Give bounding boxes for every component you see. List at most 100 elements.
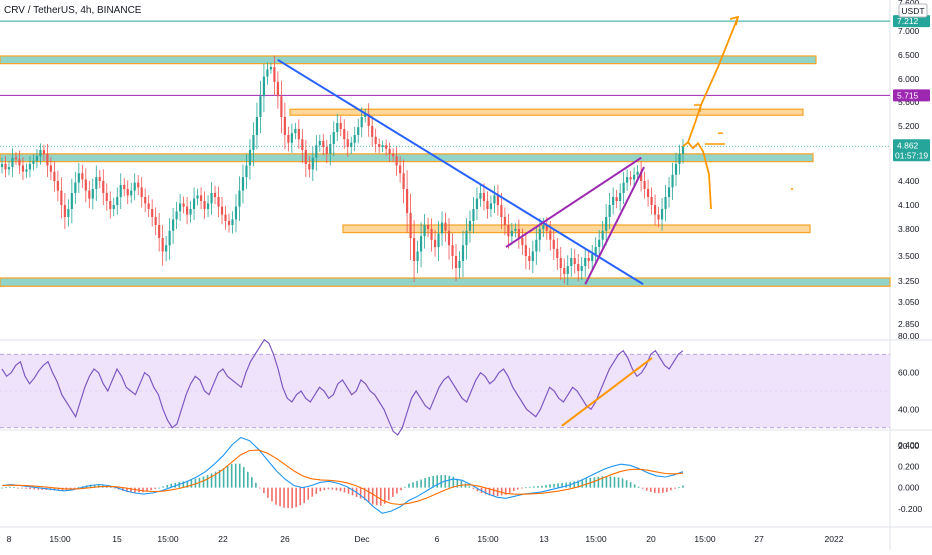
zone-rectangle[interactable] xyxy=(0,277,891,287)
candle-body xyxy=(63,205,66,217)
candle-body xyxy=(419,236,423,252)
macd-histogram-bar xyxy=(13,487,15,488)
candle xyxy=(245,153,248,189)
candle xyxy=(63,193,66,229)
macd-histogram-bar xyxy=(97,484,100,488)
candle-body xyxy=(189,209,192,215)
macd-histogram-bar xyxy=(585,478,588,488)
macd-histogram-bar xyxy=(307,487,310,500)
candlesticks xyxy=(0,55,685,285)
candle-body xyxy=(357,127,360,135)
candle xyxy=(650,187,653,215)
macd-histogram-bar xyxy=(154,487,156,489)
candle xyxy=(517,219,520,249)
candle-body xyxy=(667,187,671,197)
zone-rectangle[interactable] xyxy=(0,153,814,163)
candle xyxy=(213,185,217,205)
candle-body xyxy=(440,222,444,234)
rsi-pane xyxy=(0,338,890,436)
macd-histogram-bar xyxy=(529,486,531,488)
candle xyxy=(640,161,643,192)
candle xyxy=(503,207,506,236)
candle-body xyxy=(133,182,136,191)
candle-body xyxy=(549,230,552,240)
candle-body xyxy=(426,225,430,229)
price-scale[interactable]: 7.6007.0006.5006.0005.6005.2004.8004.400… xyxy=(893,0,930,329)
candle xyxy=(591,245,594,272)
chart-title: CRV / TetherUS, 4h, BINANCE xyxy=(4,5,142,16)
candle-body xyxy=(186,206,189,215)
trendlines[interactable] xyxy=(277,58,645,286)
macd-histogram-bar xyxy=(404,486,406,488)
projection-path[interactable] xyxy=(682,15,793,210)
candle xyxy=(465,218,468,260)
macd-histogram-bar xyxy=(230,463,233,488)
candle-body xyxy=(140,187,143,197)
candle-body xyxy=(283,117,286,135)
candle xyxy=(234,194,238,233)
candle-body xyxy=(262,76,266,97)
macd-histogram-bar xyxy=(436,475,438,488)
candle-body xyxy=(322,141,325,147)
candle-body xyxy=(297,129,300,140)
candle xyxy=(311,147,314,181)
macd-tick-label: 0.400 xyxy=(898,440,920,450)
candle-body xyxy=(165,245,168,252)
trendline[interactable] xyxy=(584,166,645,285)
trendline[interactable] xyxy=(277,58,644,286)
candle xyxy=(35,149,39,169)
macd-histogram-bar xyxy=(295,487,297,508)
candle-body xyxy=(388,148,391,154)
level-tag[interactable] xyxy=(893,89,930,102)
macd-scale[interactable]: 0.400 0.200 0.000 -0.200 xyxy=(898,440,922,514)
macd-histogram-bar xyxy=(492,487,495,496)
candle-body xyxy=(112,205,115,209)
candle xyxy=(262,63,266,113)
candle xyxy=(172,207,175,244)
macd-histogram-bar xyxy=(303,487,306,503)
macd-histogram-bar xyxy=(674,487,676,489)
zone-rectangles[interactable] xyxy=(0,55,891,287)
rsi-trendline[interactable] xyxy=(561,357,653,427)
candle-body xyxy=(678,153,681,164)
candle-body xyxy=(53,171,56,181)
candle-body xyxy=(42,150,45,154)
candle xyxy=(507,213,510,249)
macd-histogram-bar xyxy=(625,480,628,488)
macd-histogram-bar xyxy=(166,485,169,488)
trendline[interactable] xyxy=(505,156,642,248)
candle xyxy=(430,218,433,252)
candle xyxy=(14,152,18,165)
macd-histogram-bar xyxy=(549,484,551,488)
macd-histogram-bar xyxy=(1,487,3,489)
macd-histogram-bar xyxy=(210,473,213,488)
level-tag-text: 5.715 xyxy=(897,90,919,100)
zone-rectangle[interactable] xyxy=(0,55,817,65)
macd-histogram-bar xyxy=(186,480,189,488)
candle xyxy=(486,191,489,219)
candle-body xyxy=(339,123,342,129)
last-price-tag[interactable] xyxy=(893,139,930,162)
candle xyxy=(304,139,307,177)
currency-badge[interactable] xyxy=(898,3,928,18)
macd-histogram-bar xyxy=(299,487,301,506)
candle-body xyxy=(147,203,150,209)
candle-body xyxy=(11,157,14,168)
candle xyxy=(56,170,59,202)
time-axis[interactable]: 8 15:00 15 15:00 22 26 Dec 6 15:00 13 15:00 20 15:00… xyxy=(7,534,844,544)
macd-histogram-bar xyxy=(468,486,471,488)
candle xyxy=(32,154,35,171)
macd-histogram-bar xyxy=(37,487,40,490)
zone-rectangle[interactable] xyxy=(342,224,811,234)
candle-body xyxy=(290,133,293,143)
macd-histogram-bar xyxy=(267,487,269,498)
level-tag[interactable] xyxy=(893,15,930,28)
candle-body xyxy=(626,177,629,183)
macd-histogram-bar xyxy=(126,487,128,492)
rsi-scale[interactable]: 80.00 60.00 40.00 20.00 xyxy=(898,331,920,451)
candle xyxy=(528,247,531,270)
zone-rectangle[interactable] xyxy=(289,108,804,116)
candle-body xyxy=(461,245,465,261)
